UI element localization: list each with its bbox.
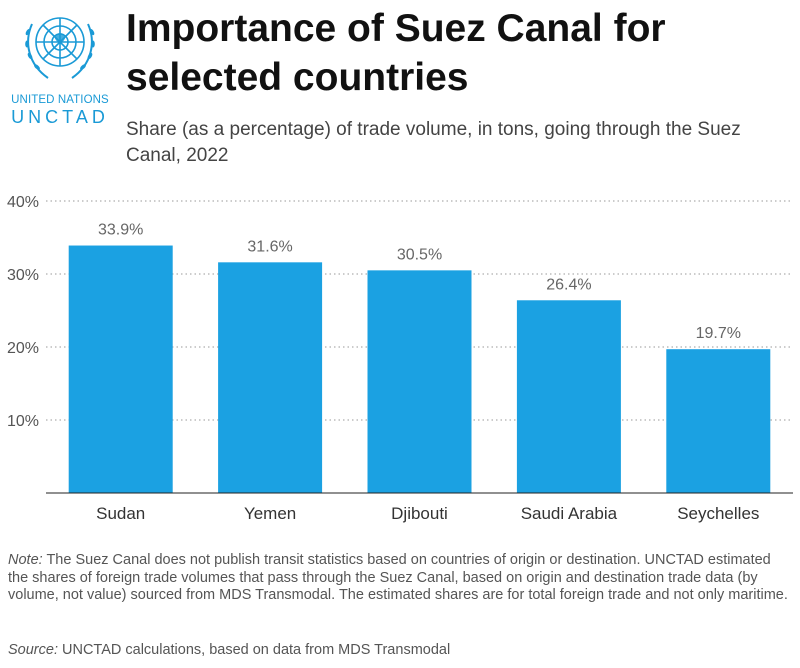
y-tick-label: 10% (7, 413, 39, 430)
bar (666, 349, 771, 493)
bar (218, 262, 323, 493)
logo-org-name: UNITED NATIONS (11, 94, 109, 106)
y-tick-label: 20% (7, 340, 39, 357)
bar-value-label: 30.5% (397, 246, 442, 263)
x-tick-label: Saudi Arabia (521, 504, 618, 523)
x-tick-label: Seychelles (677, 504, 759, 523)
bar-value-label: 33.9% (98, 222, 143, 239)
logo-acronym: UNCTAD (11, 107, 109, 127)
chart-subtitle: Share (as a percentage) of trade volume,… (126, 119, 741, 166)
chart-title: Importance of Suez Canal for selected co… (126, 7, 666, 99)
bar (68, 245, 173, 493)
bar-value-label: 19.7% (696, 325, 741, 342)
un-emblem-icon (25, 17, 95, 79)
bar-chart: 10% 20% 30% 40% 33.9% Sudan 31.6% Yemen 30.5% Dji… (7, 194, 793, 523)
x-tick-label: Djibouti (391, 504, 448, 523)
note-text: The Suez Canal does not publish transit … (8, 552, 788, 603)
y-tick-label: 30% (7, 267, 39, 284)
note-label: Note: (8, 552, 43, 568)
bar-value-label: 26.4% (546, 276, 591, 293)
bar (367, 270, 472, 493)
unctad-logo: UNITED NATIONS UNCTAD (6, 6, 114, 128)
chart-note: Note: The Suez Canal does not publish tr… (8, 552, 794, 605)
source-label: Source: (8, 642, 58, 658)
source-text: UNCTAD calculations, based on data from … (62, 642, 451, 658)
bar-value-label: 31.6% (247, 238, 292, 255)
bar (516, 300, 621, 493)
x-tick-label: Sudan (96, 504, 145, 523)
chart-source: Source: UNCTAD calculations, based on da… (8, 641, 794, 659)
x-tick-label: Yemen (244, 504, 296, 523)
y-tick-label: 40% (7, 194, 39, 211)
